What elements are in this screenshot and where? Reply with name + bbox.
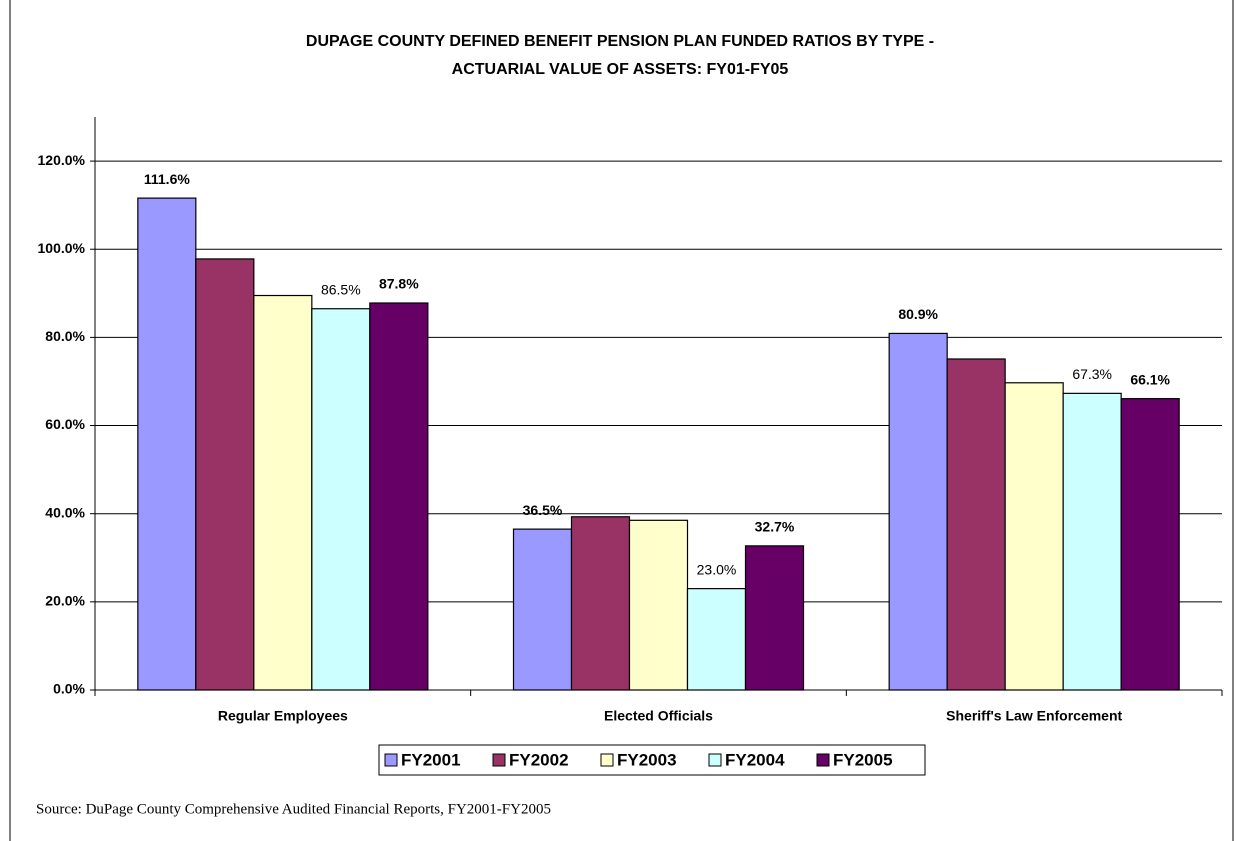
legend-label: FY2002 — [509, 750, 569, 769]
bar — [512, 528, 573, 691]
data-label: 87.8% — [379, 276, 419, 292]
bar — [570, 516, 631, 691]
bar — [744, 545, 805, 691]
x-tick-label: Elected Officials — [604, 708, 713, 724]
data-label: 23.0% — [697, 561, 737, 577]
data-label: 66.1% — [1130, 371, 1170, 387]
bar — [628, 519, 689, 691]
legend-label: FY2001 — [401, 750, 461, 769]
y-tick-label: 40.0% — [45, 504, 85, 520]
bar — [369, 302, 429, 691]
x-tick-label: Regular Employees — [218, 708, 348, 724]
chart-title: ACTUARIAL VALUE OF ASSETS: FY01-FY05 — [452, 61, 789, 78]
bar — [311, 308, 371, 691]
bar — [888, 332, 948, 691]
y-tick-label: 100.0% — [38, 240, 86, 256]
legend-label: FY2003 — [617, 750, 677, 769]
y-tick-label: 120.0% — [38, 152, 86, 168]
data-label: 80.9% — [898, 306, 938, 322]
bar — [1062, 392, 1122, 691]
legend-swatch — [492, 753, 506, 767]
x-tick-label: Sheriff's Law Enforcement — [946, 708, 1122, 724]
data-label: 36.5% — [523, 502, 563, 518]
source-note: Source: DuPage County Comprehensive Audi… — [36, 801, 551, 817]
data-label: 111.6% — [144, 171, 190, 187]
legend-box — [378, 744, 926, 776]
legend-swatch — [708, 753, 722, 767]
y-tick-label: 60.0% — [45, 416, 85, 432]
bar — [195, 258, 255, 691]
data-label: 32.7% — [755, 519, 795, 535]
data-label: 86.5% — [321, 281, 361, 297]
legend-label: FY2004 — [725, 750, 785, 769]
bar — [946, 358, 1006, 691]
chart-title: DUPAGE COUNTY DEFINED BENEFIT PENSION PL… — [306, 33, 934, 50]
legend-swatch — [600, 753, 614, 767]
legend-label: FY2005 — [833, 750, 893, 769]
y-tick-label: 20.0% — [45, 593, 85, 609]
legend-swatch — [816, 753, 830, 767]
legend-swatch — [384, 753, 398, 767]
data-label: 67.3% — [1072, 366, 1112, 382]
y-tick-label: 80.0% — [45, 328, 85, 344]
bar — [1004, 382, 1064, 691]
y-tick-label: 0.0% — [53, 681, 85, 697]
bar — [1120, 398, 1180, 691]
bar — [686, 588, 747, 691]
bar — [253, 294, 313, 691]
bar — [137, 197, 197, 691]
